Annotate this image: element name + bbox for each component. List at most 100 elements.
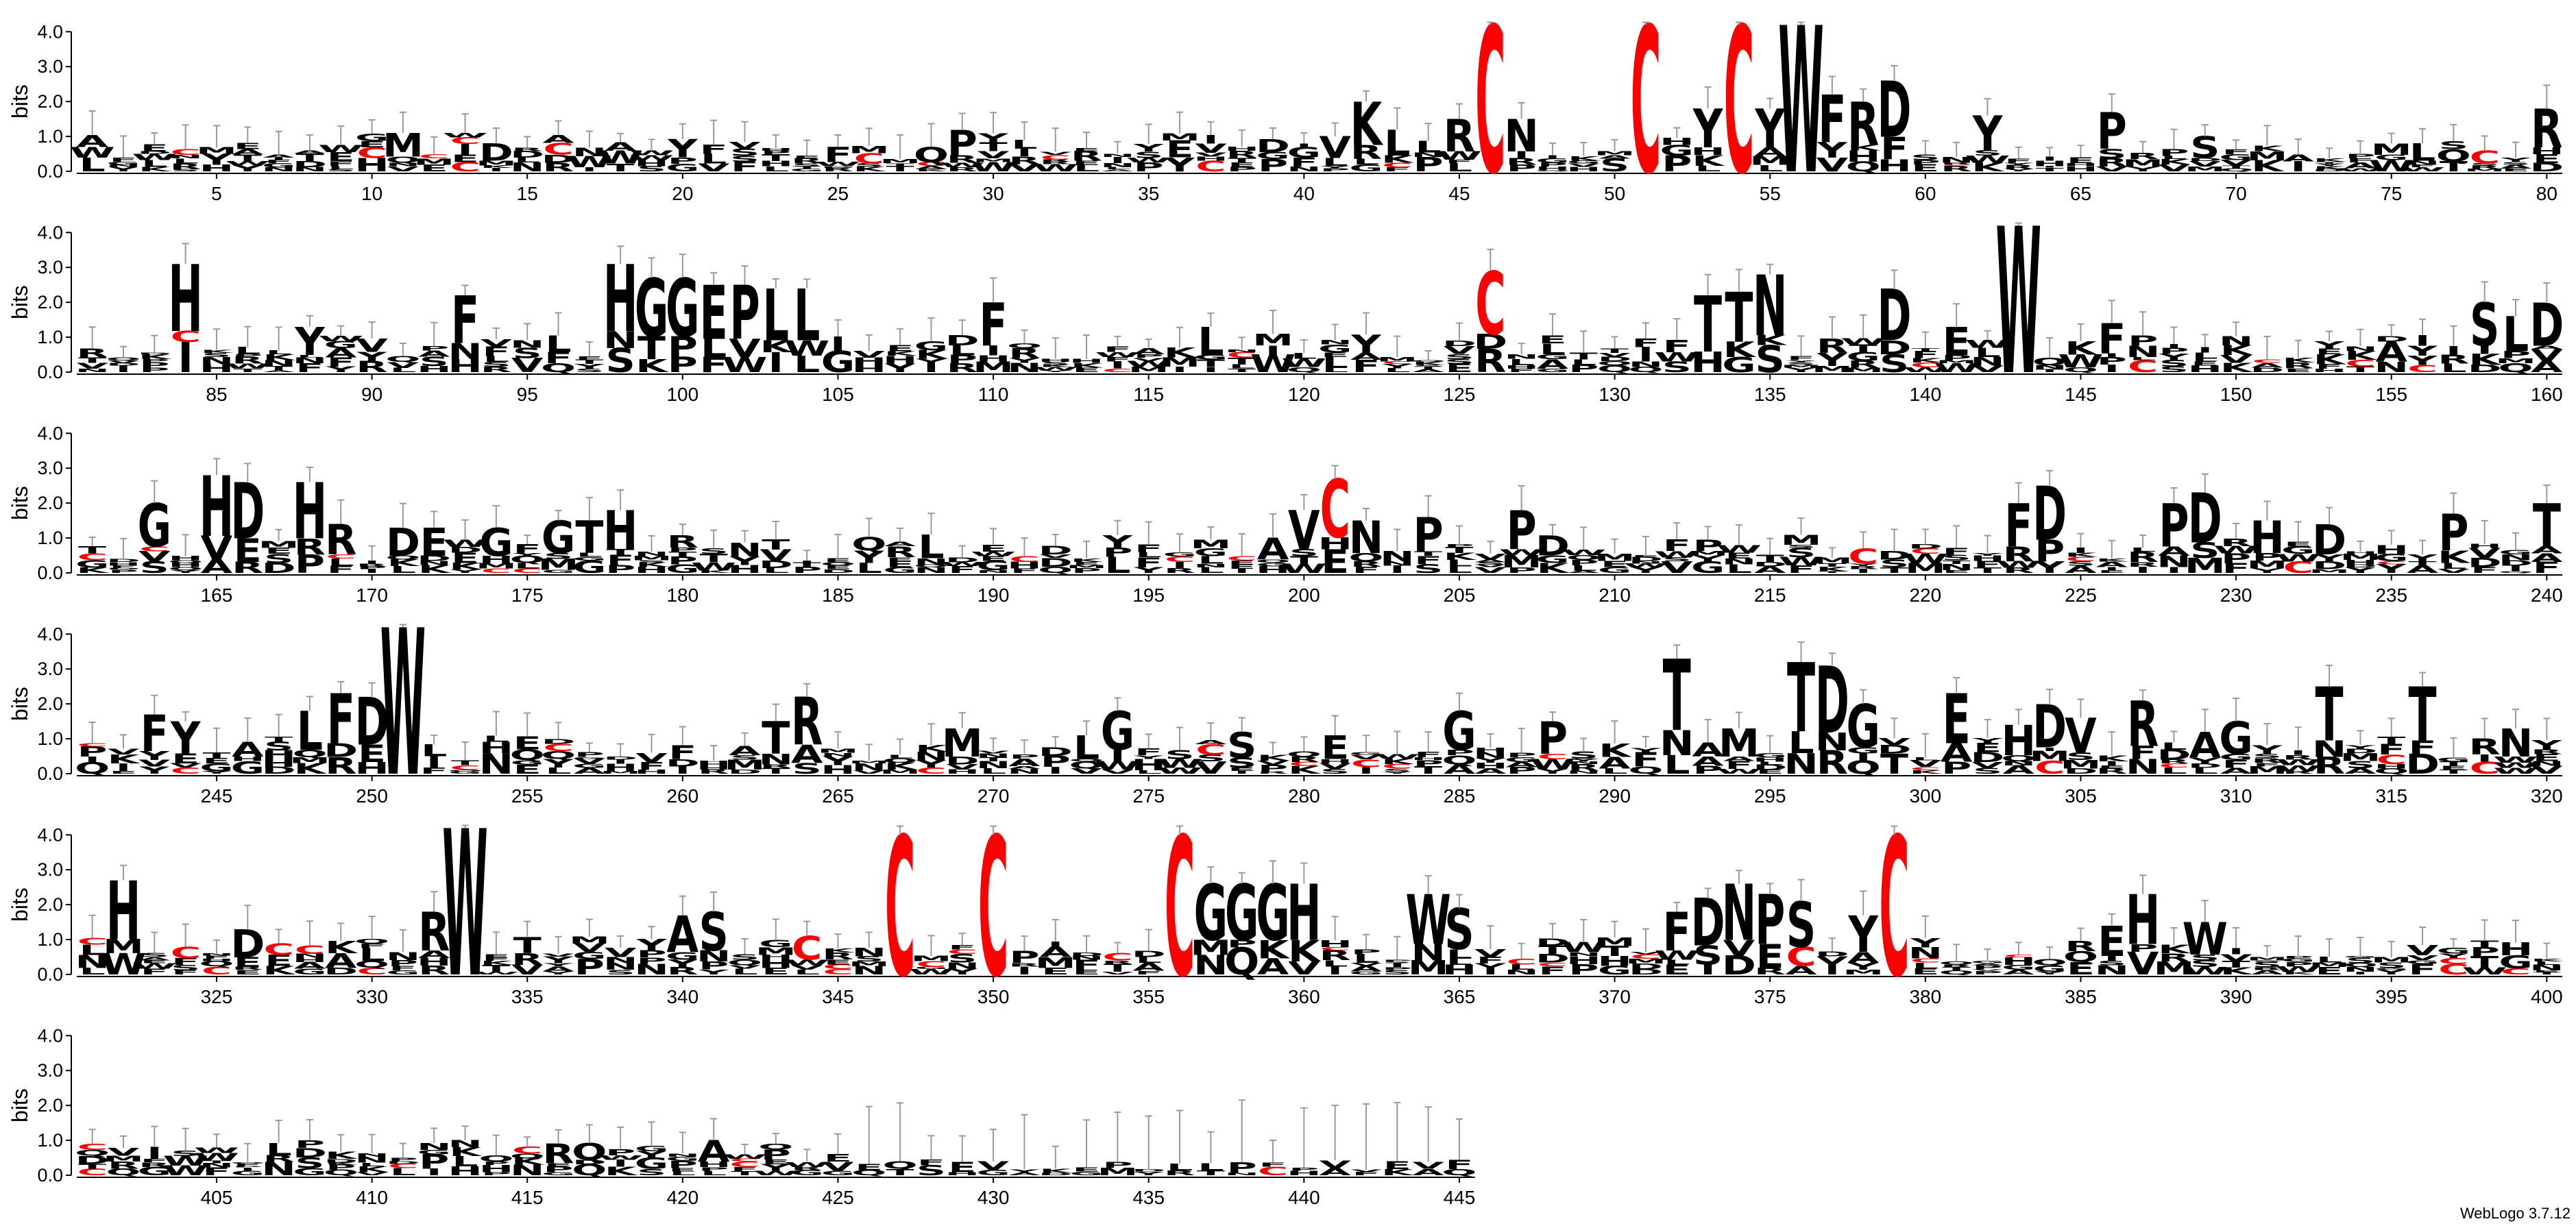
logo-letter: R (1164, 567, 1195, 574)
logo-letter: D (1878, 336, 1912, 359)
logo-letter: S (1786, 362, 1816, 366)
logo-letter: Y (1785, 367, 1816, 373)
logo-letter: M (1066, 564, 1107, 569)
x-tick-label: 295 (1754, 785, 1786, 807)
logo-letter: C (77, 552, 108, 563)
logo-letter: V (138, 548, 171, 565)
logo-letter: A (263, 154, 295, 159)
x-tick-label: 50 (1604, 183, 1625, 204)
logo-letter: P (2345, 153, 2375, 160)
logo-letter: M (1159, 132, 1200, 143)
logo-letter: M (879, 158, 921, 165)
logo-letter: I (364, 568, 379, 574)
logo-letter: S (2159, 358, 2189, 369)
logo-letter: T (793, 166, 821, 169)
logo-letter: N (2405, 160, 2440, 167)
logo-letter: I (799, 561, 814, 563)
logo-letter: L (1384, 123, 1410, 164)
logo-letter: L (1167, 1162, 1193, 1172)
x-tick-label: 150 (2220, 384, 2252, 405)
logo-letter: F (2098, 316, 2126, 364)
logo-letter: Q (385, 355, 420, 364)
x-tick-label: 25 (827, 183, 849, 204)
logo-letter: F (1414, 751, 1442, 759)
logo-letter: C (171, 328, 201, 346)
logo-letter: Y (1381, 363, 1413, 369)
y-tick-label: 0.0 (37, 763, 63, 784)
logo-letter: F (2346, 158, 2374, 164)
logo-letter: Q (2032, 356, 2067, 367)
x-tick-label: 355 (1132, 986, 1165, 1007)
x-tick-label: 200 (1288, 585, 1320, 606)
logo-letter: C (1165, 555, 1195, 563)
logo-letter: M (1843, 367, 1884, 373)
logo-letter: L (1229, 363, 1255, 369)
logo-letter: D (542, 153, 576, 166)
logo-letter: S (1444, 358, 1474, 365)
logo-letter: D (1038, 556, 1073, 569)
logo-letter: N (603, 327, 637, 354)
logo-letter: W (225, 363, 270, 370)
logo-letter: Y (325, 365, 356, 374)
logo-letter: T (607, 548, 635, 556)
logo-letter: N (1504, 354, 1538, 360)
x-tick-label: 345 (822, 986, 854, 1007)
logo-letter: L (390, 367, 416, 373)
logo-letter: W (1250, 349, 1296, 378)
logo-letter: S (2190, 131, 2220, 165)
logo-letter: H (2374, 543, 2409, 557)
logo-letter: V (853, 349, 886, 360)
logo-letter: D (1878, 275, 1912, 358)
logo-letter: C (450, 160, 480, 175)
logo-letter: K (2313, 165, 2347, 170)
y-tick-label: 1.0 (37, 126, 63, 147)
logo-letter: F (668, 742, 696, 764)
x-tick-label: 75 (2381, 183, 2402, 204)
y-tick-label: 1.0 (37, 728, 63, 749)
logo-letter: Q (1038, 565, 1073, 576)
logo-letter: N (1100, 153, 1134, 158)
logo-letter: P (1102, 1161, 1132, 1170)
logo-letter: F (2222, 148, 2250, 156)
x-tick-label: 340 (666, 986, 698, 1007)
logo-letter: K (2095, 558, 2129, 563)
x-tick-label: 160 (2531, 384, 2563, 405)
logo-letter: M (1501, 552, 1542, 572)
logo-letter: E (1321, 352, 1349, 358)
logo-letter: F (1631, 336, 1660, 350)
logo-letter: K (2531, 958, 2564, 962)
logo-letter: C (1475, 255, 1505, 354)
logo-letter: N (261, 358, 295, 368)
logo-letter: C (419, 154, 449, 160)
logo-letter: V (108, 360, 140, 364)
logo-letter: T (1570, 352, 1598, 362)
logo-letter: K (2468, 351, 2502, 369)
logo-letter: G (666, 563, 699, 576)
logo-letter: P (2159, 147, 2189, 158)
logo-letter: Y (2127, 166, 2159, 173)
logo-letter: I (1296, 143, 1311, 148)
logo-letter: P (2097, 356, 2127, 367)
logo-letter: N (510, 160, 544, 174)
logo-letter: F (327, 160, 355, 168)
logo-letter: E (793, 155, 821, 159)
logo-letter: A (1132, 347, 1165, 356)
logo-letter: I (830, 334, 845, 346)
logo-letter: F (607, 552, 635, 568)
logo-letter: D (821, 166, 855, 169)
logo-letter: A (2251, 362, 2284, 369)
logo-letter: G (1349, 163, 1383, 174)
logo-letter: V (2220, 353, 2252, 365)
logo-letter: K (1071, 362, 1104, 369)
logo-letter: A (325, 345, 357, 360)
logo-letter: Y (169, 569, 201, 574)
logo-letter: I (1638, 356, 1653, 363)
logo-letter: D (137, 151, 171, 155)
logo-letter: N (261, 167, 295, 173)
logo-letter: T (1228, 157, 1256, 164)
logo-letter: H (1877, 156, 1911, 175)
logo-letter: W (1437, 149, 1482, 162)
logo-letter: D (448, 545, 483, 555)
logo-letter: S (264, 552, 293, 566)
logo-letter: P (1320, 167, 1350, 172)
